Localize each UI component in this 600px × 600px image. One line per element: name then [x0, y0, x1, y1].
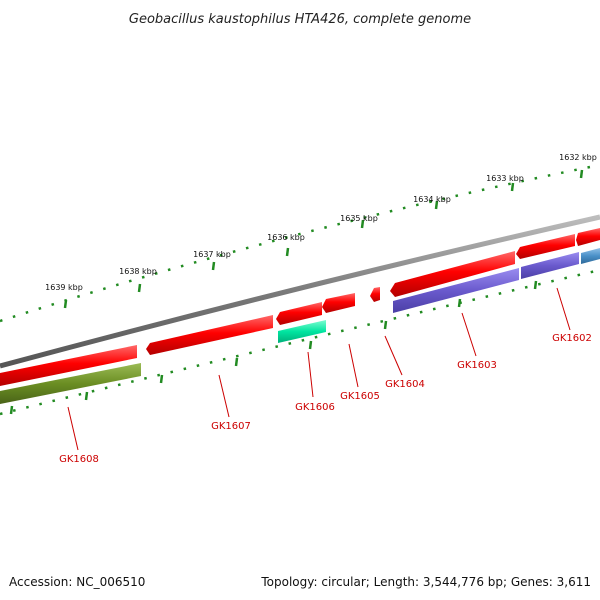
major-tick: [9, 405, 14, 415]
tick-ruler-outer: [0, 163, 600, 323]
major-tick: [159, 374, 164, 384]
major-tick: [308, 340, 313, 350]
tick-label-1638: 1638 kbp: [119, 267, 157, 276]
major-tick: [137, 283, 142, 293]
major-ticks-inner: [9, 280, 538, 415]
hit-bar-olive[interactable]: [0, 363, 141, 404]
major-tick: [434, 200, 439, 210]
gene-label-gk1605[interactable]: GK1605: [340, 391, 380, 402]
forward-strand-features: [0, 228, 600, 386]
major-tick: [285, 247, 290, 257]
major-tick: [84, 391, 89, 401]
topology-text: Topology: circular; Length: 3,544,776 bp…: [260, 575, 591, 589]
major-tick: [63, 299, 68, 309]
gene-feature-gk1602[interactable]: [576, 228, 600, 246]
leader-gk1604: [384, 335, 403, 376]
hit-bar-teal[interactable]: [278, 320, 326, 343]
label-leaders: [67, 287, 571, 451]
major-tick: [533, 280, 538, 290]
gene-label-gk1602[interactable]: GK1602: [552, 333, 592, 344]
major-tick: [211, 261, 216, 271]
gene-label-gk1603[interactable]: GK1603: [457, 360, 497, 371]
gene-feature-gk1608[interactable]: [0, 345, 137, 386]
major-tick: [510, 182, 515, 192]
leader-gk1606: [307, 351, 314, 398]
tick-label-1637: 1637 kbp: [193, 250, 231, 259]
gene-feature-gk1607[interactable]: [276, 302, 322, 325]
gene-label-gk1606[interactable]: GK1606: [295, 402, 335, 413]
major-tick: [579, 169, 584, 179]
leader-gk1605: [348, 343, 359, 388]
hit-bar-blue-2[interactable]: [393, 268, 519, 313]
hit-bar-blue-1[interactable]: [521, 252, 579, 279]
gene-feature-gk1605[interactable]: [370, 287, 380, 302]
similarity-hits: [0, 248, 600, 404]
genome-backbone: [0, 214, 600, 369]
gene-label-gk1608[interactable]: GK1608: [59, 454, 99, 465]
leader-gk1602: [556, 287, 571, 331]
tick-label-1635: 1635 kbp: [340, 214, 378, 223]
major-tick: [360, 219, 365, 229]
hit-bar-light-blue[interactable]: [581, 248, 600, 264]
map-title: Geobacillus kaustophilus HTA426, complet…: [129, 12, 471, 27]
major-ticks-outer: [63, 169, 584, 309]
gene-feature-gk1606[interactable]: [322, 293, 355, 313]
leader-gk1607: [218, 374, 230, 418]
major-tick: [234, 357, 239, 367]
tick-label-1634: 1634 kbp: [413, 195, 451, 204]
major-tick: [383, 320, 388, 330]
major-tick: [457, 298, 462, 308]
tick-label-1632: 1632 kbp: [559, 153, 597, 162]
tick-label-1633: 1633 kbp: [486, 174, 524, 183]
accession-text: Accession: NC_006510: [9, 575, 145, 589]
gene-label-gk1607[interactable]: GK1607: [211, 421, 251, 432]
gene-feature-gk1603-fwd[interactable]: [516, 234, 575, 259]
gene-label-gk1604[interactable]: GK1604: [385, 379, 425, 390]
gene-feature-gk1607-main[interactable]: [146, 315, 273, 355]
leader-gk1603: [461, 312, 477, 357]
tick-label-1636: 1636 kbp: [267, 233, 305, 242]
tick-label-1639: 1639 kbp: [45, 283, 83, 292]
leader-gk1608: [67, 406, 79, 451]
gene-feature-gk1604[interactable]: [390, 251, 515, 297]
